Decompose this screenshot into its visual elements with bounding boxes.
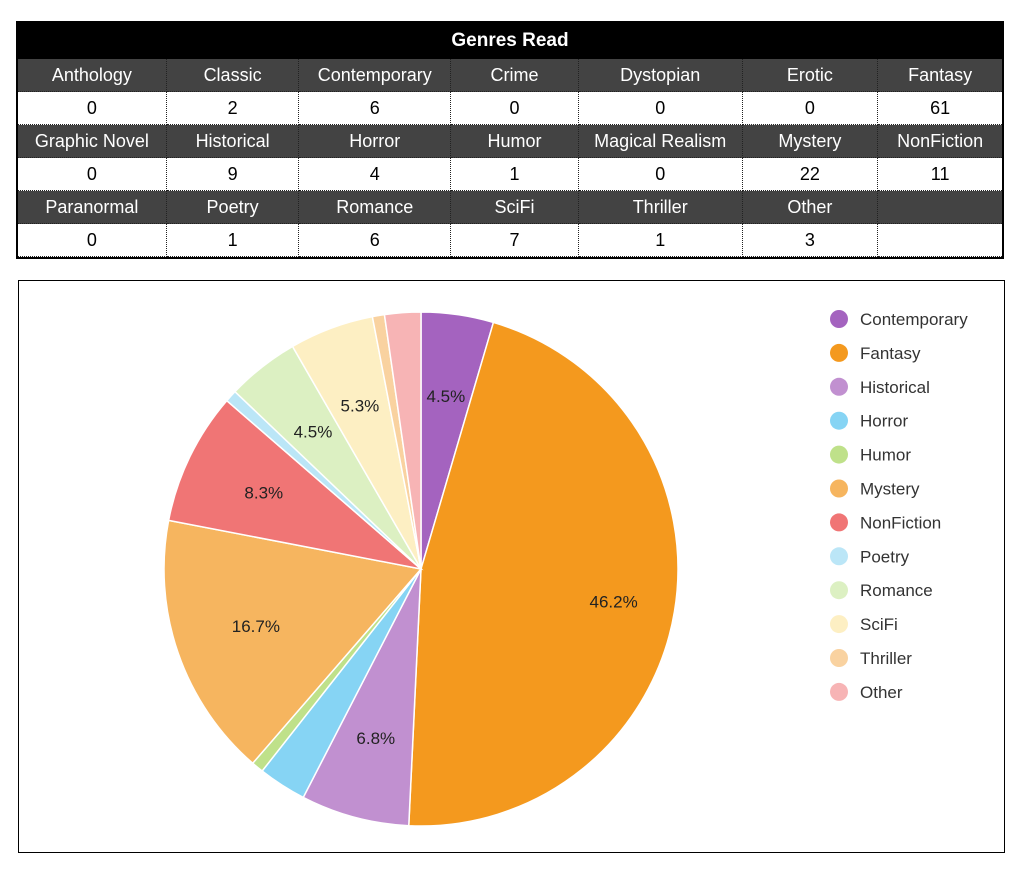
genre-count-cell: 0: [451, 92, 579, 125]
genres-table: Genres Read Anthology Classic Contemporary…: [16, 21, 1004, 259]
genre-header-cell: Fantasy: [878, 59, 1002, 92]
genre-count-cell: 0: [742, 92, 879, 125]
pie-slice-historical: [302, 568, 422, 827]
genre-header-cell: Thriller: [578, 191, 743, 224]
genre-count-cell: 11: [878, 158, 1002, 191]
table-header-row: Paranormal Poetry Romance SciFi Thriller Othe…: [18, 191, 1002, 224]
genre-header-cell: NonFiction: [878, 125, 1002, 158]
genre-header-cell: Paranormal: [18, 191, 167, 224]
pie-slice-fantasy: [407, 321, 679, 827]
genre-header-cell: Crime: [451, 59, 579, 92]
table-header-row: Graphic Novel Historical Horror Humor Magica…: [18, 125, 1002, 158]
legend-label: Mystery: [860, 480, 920, 499]
genre-count-cell: 0: [18, 224, 167, 257]
genre-header-cell: Dystopian: [578, 59, 743, 92]
genre-count-cell: 0: [578, 92, 743, 125]
table-value-row: 0 2 6 0 0 0 61: [18, 92, 1002, 125]
genre-header-cell: Other: [742, 191, 879, 224]
legend-swatch: [830, 547, 848, 566]
legend-swatch: [830, 479, 848, 498]
genre-header-cell: Historical: [166, 125, 300, 158]
legend-label: Fantasy: [860, 344, 921, 363]
genre-count-cell: 3: [742, 224, 879, 257]
legend-label: SciFi: [860, 615, 898, 634]
legend-label: Thriller: [860, 649, 912, 668]
slice-percent-label: 6.8%: [356, 729, 395, 748]
genre-header-cell: Classic: [166, 59, 300, 92]
slice-percent-label: 5.3%: [341, 396, 380, 415]
genre-count-cell: 1: [578, 224, 743, 257]
legend-swatch: [830, 581, 848, 600]
legend-label: Poetry: [860, 547, 910, 566]
genre-header-cell: Horror: [299, 125, 452, 158]
slice-percent-label: 4.5%: [426, 387, 465, 406]
genre-header-cell: [878, 191, 1002, 224]
genre-header-cell: Contemporary: [299, 59, 452, 92]
genre-header-cell: Poetry: [166, 191, 300, 224]
slice-percent-label: 46.2%: [590, 592, 638, 611]
genre-header-cell: Erotic: [742, 59, 879, 92]
genre-count-cell: 0: [18, 92, 167, 125]
genre-count-cell: 61: [878, 92, 1002, 125]
genre-count-cell: 7: [451, 224, 579, 257]
legend-label: Humor: [860, 446, 911, 465]
genre-count-cell: 1: [451, 158, 579, 191]
genre-count-cell: 9: [166, 158, 300, 191]
genre-header-cell: Mystery: [742, 125, 879, 158]
genre-count-cell: 6: [299, 92, 452, 125]
legend-label: Horror: [860, 412, 909, 431]
legend-swatch: [830, 649, 848, 667]
legend-label: Romance: [860, 581, 933, 600]
legend-swatch: [830, 682, 848, 701]
genre-header-cell: Humor: [451, 125, 579, 158]
slice-percent-label: 4.5%: [294, 423, 333, 442]
pie-chart-container: 4.5% Contemporary 46.2% Fantasy 6.8% Historic…: [18, 280, 1005, 853]
genre-count-cell: 22: [742, 158, 879, 191]
table-title: Genres Read: [18, 23, 1002, 59]
genre-header-cell: SciFi: [451, 191, 579, 224]
genre-count-cell: 2: [166, 92, 300, 125]
genre-header-cell: Anthology: [18, 59, 167, 92]
table-header-row: Anthology Classic Contemporary Crime Dystopi…: [18, 59, 1002, 92]
genre-header-cell: Graphic Novel: [18, 125, 167, 158]
slice-percent-label: 16.7%: [232, 617, 280, 636]
pie-slice-nonfiction: [167, 399, 424, 571]
legend-label: Contemporary: [860, 310, 968, 329]
genre-header-cell: Magical Realism: [578, 125, 743, 158]
pie-chart: 4.5% Contemporary 46.2% Fantasy 6.8% Historic…: [163, 310, 968, 827]
genre-count-cell: 1: [166, 224, 300, 257]
legend-swatch: [830, 310, 848, 328]
legend-swatch: [830, 411, 848, 430]
legend-swatch: [830, 377, 848, 396]
legend-swatch: [830, 513, 848, 532]
legend-label: Other: [860, 683, 903, 702]
legend-swatch: [830, 343, 848, 362]
table-value-row: 0 9 4 1 0 22 11: [18, 158, 1002, 191]
slice-percent-label: 8.3%: [244, 484, 283, 503]
legend-label: Historical: [860, 378, 930, 397]
pie-slice-mystery: [163, 519, 423, 765]
legend-swatch: [830, 615, 848, 634]
genre-count-cell: 6: [299, 224, 452, 257]
genre-count-cell: 0: [578, 158, 743, 191]
pie-slice-other: [383, 311, 422, 570]
genre-count-cell: 0: [18, 158, 167, 191]
legend-swatch: [830, 445, 848, 464]
legend-label: NonFiction: [860, 513, 941, 532]
genre-header-cell: Romance: [299, 191, 452, 224]
genre-count-cell: [878, 224, 1002, 257]
genre-count-cell: 4: [299, 158, 452, 191]
